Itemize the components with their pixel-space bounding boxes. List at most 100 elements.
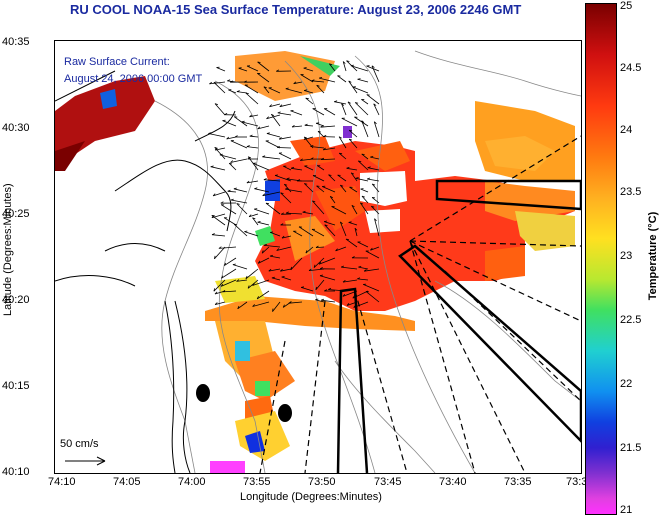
current-vector <box>252 301 270 307</box>
current-vector <box>331 206 347 215</box>
current-vector <box>305 97 314 105</box>
current-vector <box>230 199 248 204</box>
current-vector-head <box>297 179 300 182</box>
current-vector <box>220 204 237 215</box>
current-vector <box>334 101 347 105</box>
current-vector <box>211 215 226 226</box>
current-vector-head <box>252 217 256 220</box>
current-vector <box>258 257 270 264</box>
current-vector-head <box>349 138 353 141</box>
current-vector <box>342 279 358 283</box>
x-tick-label: 73:40 <box>439 476 467 488</box>
current-vector-head <box>322 147 326 151</box>
current-vector <box>337 75 347 83</box>
current-label-line2: August 24, 2006 00:00 GMT <box>64 73 203 85</box>
current-vector <box>373 121 380 138</box>
current-vector <box>357 78 369 83</box>
current-vector <box>328 63 336 72</box>
current-vector <box>293 81 303 85</box>
colorbar-tick: 22.5 <box>620 314 642 326</box>
colorbar-tick: 23 <box>620 250 633 262</box>
current-label: Raw Surface Current: August 24, 2006 00:… <box>64 54 202 88</box>
current-vector-head <box>304 136 308 139</box>
current-vector-head <box>317 130 322 133</box>
current-vector-head <box>349 129 353 132</box>
current-vector-head <box>357 277 361 280</box>
current-vector-head <box>354 227 358 231</box>
current-vector-head <box>340 184 344 187</box>
current-vector <box>228 89 237 94</box>
current-vector <box>361 195 369 204</box>
current-vector-head <box>320 298 325 301</box>
current-vector-head <box>234 135 238 138</box>
current-vector-head <box>263 243 267 246</box>
current-vector <box>319 275 336 281</box>
current-vector-head <box>320 125 324 128</box>
current-vector-head <box>252 283 255 286</box>
current-vector-head <box>230 198 234 201</box>
current-vector-head <box>291 124 295 128</box>
current-vector <box>321 299 336 303</box>
current-vector-head <box>315 286 317 290</box>
x-tick-label: 74:05 <box>113 476 141 488</box>
current-vector <box>214 147 226 160</box>
current-vector-head <box>357 78 361 80</box>
current-vector <box>303 67 314 72</box>
current-vector <box>246 180 259 184</box>
current-vector <box>354 102 369 116</box>
current-vector <box>223 217 237 226</box>
current-vector <box>305 246 314 254</box>
current-vector <box>220 279 237 287</box>
current-vector-head <box>227 189 231 192</box>
current-vector <box>300 74 314 83</box>
current-vector <box>373 103 380 116</box>
current-vector-head <box>316 84 320 87</box>
current-vector-head <box>244 230 248 232</box>
colorbar-tick: 22 <box>620 378 633 390</box>
current-vector-head <box>274 174 279 176</box>
current-vector <box>328 174 336 182</box>
current-vector-head <box>304 123 308 126</box>
current-vector <box>262 156 281 160</box>
current-vector-head <box>256 296 259 300</box>
map-area[interactable] <box>54 40 582 474</box>
current-vector <box>237 301 248 310</box>
current-vector-head <box>268 268 272 272</box>
current-vector <box>359 202 369 215</box>
scale-label: 50 cm/s <box>60 438 99 450</box>
current-vector-head <box>348 221 352 223</box>
current-vector <box>280 268 292 272</box>
current-vector <box>285 88 303 94</box>
current-vector <box>281 235 292 239</box>
current-vector-head <box>248 156 252 159</box>
current-vector-head <box>285 87 289 90</box>
current-vector <box>341 103 347 116</box>
current-vector-head <box>248 214 252 217</box>
current-vector-head <box>224 113 228 116</box>
current-vector <box>246 146 259 149</box>
current-vector <box>279 136 292 140</box>
current-vector <box>262 191 281 197</box>
current-vector-head <box>324 224 328 227</box>
current-vector-head <box>350 64 354 67</box>
current-vector-head <box>284 183 288 186</box>
current-vector <box>364 268 380 272</box>
current-vector <box>263 86 270 94</box>
y-tick-label: 40:20 <box>2 294 30 306</box>
current-vector <box>352 86 369 94</box>
current-vector <box>277 147 292 149</box>
current-vector <box>210 166 226 171</box>
current-vector-head <box>315 245 319 248</box>
current-vector <box>310 146 325 149</box>
current-vector-head <box>374 218 377 222</box>
current-vector-head <box>271 113 275 116</box>
current-vector-head <box>324 220 328 222</box>
current-vector <box>277 112 292 116</box>
current-vector <box>208 133 226 138</box>
current-vector-head <box>340 265 345 268</box>
current-vector <box>321 158 336 160</box>
current-vector <box>279 103 292 108</box>
current-vector <box>270 232 281 237</box>
current-vector <box>315 246 325 248</box>
current-vector-head <box>232 263 236 265</box>
